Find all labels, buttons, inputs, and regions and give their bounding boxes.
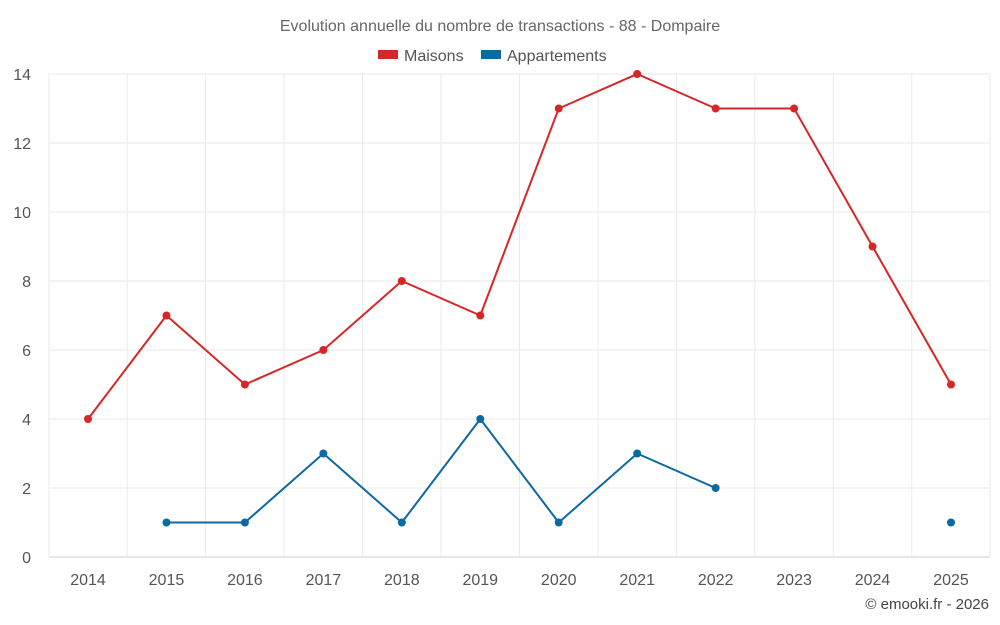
data-point-maisons[interactable] [947, 380, 955, 389]
x-tick-label: 2021 [619, 572, 655, 589]
chart-title: Evolution annuelle du nombre de transact… [280, 18, 720, 35]
series-maisons [84, 70, 955, 423]
legend-label-appartements[interactable]: Appartements [507, 48, 607, 65]
y-tick-label: 6 [22, 343, 31, 360]
legend-label-maisons[interactable]: Maisons [404, 48, 464, 65]
legend-swatch-maisons [378, 50, 398, 59]
data-point-maisons[interactable] [868, 242, 877, 251]
data-point-appartements[interactable] [240, 518, 249, 527]
x-tick-label: 2025 [933, 572, 969, 589]
data-point-maisons[interactable] [790, 104, 799, 113]
x-tick-label: 2015 [149, 572, 185, 589]
data-point-appartements[interactable] [397, 518, 406, 527]
data-point-appartements[interactable] [476, 415, 485, 423]
data-point-appartements[interactable] [633, 449, 642, 458]
series-group [84, 70, 955, 527]
grid [48, 73, 991, 558]
data-point-appartements[interactable] [711, 484, 720, 492]
y-tick-label: 12 [13, 136, 31, 153]
data-point-maisons[interactable] [162, 311, 171, 320]
x-tick-label: 2024 [855, 572, 891, 589]
x-tick-label: 2020 [541, 572, 577, 589]
data-point-maisons[interactable] [476, 311, 485, 320]
legend-swatch-appartements [481, 50, 501, 59]
x-tick-label: 2018 [384, 572, 420, 589]
data-point-maisons[interactable] [240, 380, 249, 389]
data-point-maisons[interactable] [397, 277, 406, 285]
y-tick-label: 0 [22, 550, 31, 567]
credit-text: © emooki.fr - 2026 [865, 596, 989, 613]
y-tick-label: 4 [22, 412, 31, 429]
y-axis-ticks: 0 2 4 6 8 10 12 14 [13, 67, 31, 567]
x-tick-label: 2022 [698, 572, 734, 589]
legend: Maisons Appartements [378, 48, 607, 65]
x-tick-label: 2023 [776, 572, 812, 589]
data-point-appartements[interactable] [162, 518, 171, 527]
x-tick-label: 2017 [306, 572, 342, 589]
data-point-appartements[interactable] [319, 449, 328, 458]
data-point-maisons[interactable] [554, 104, 563, 113]
data-point-maisons[interactable] [633, 70, 642, 78]
series-appartements [162, 415, 955, 527]
y-tick-label: 2 [22, 481, 31, 498]
y-tick-label: 14 [13, 67, 31, 84]
data-point-appartements[interactable] [947, 518, 955, 527]
x-tick-label: 2019 [462, 572, 498, 589]
x-axis-ticks: 2014 2015 2016 2017 2018 2019 2020 2021 2022 2023… [70, 572, 969, 589]
x-tick-label: 2014 [70, 572, 106, 589]
data-point-maisons[interactable] [84, 415, 92, 423]
data-point-maisons[interactable] [319, 346, 328, 354]
series-line-appartements [166, 418, 717, 524]
y-tick-label: 8 [22, 274, 31, 291]
x-tick-label: 2016 [227, 572, 263, 589]
y-tick-label: 10 [13, 205, 31, 222]
data-point-appartements[interactable] [554, 518, 563, 527]
data-point-maisons[interactable] [711, 104, 720, 113]
series-line-maisons [87, 73, 952, 420]
